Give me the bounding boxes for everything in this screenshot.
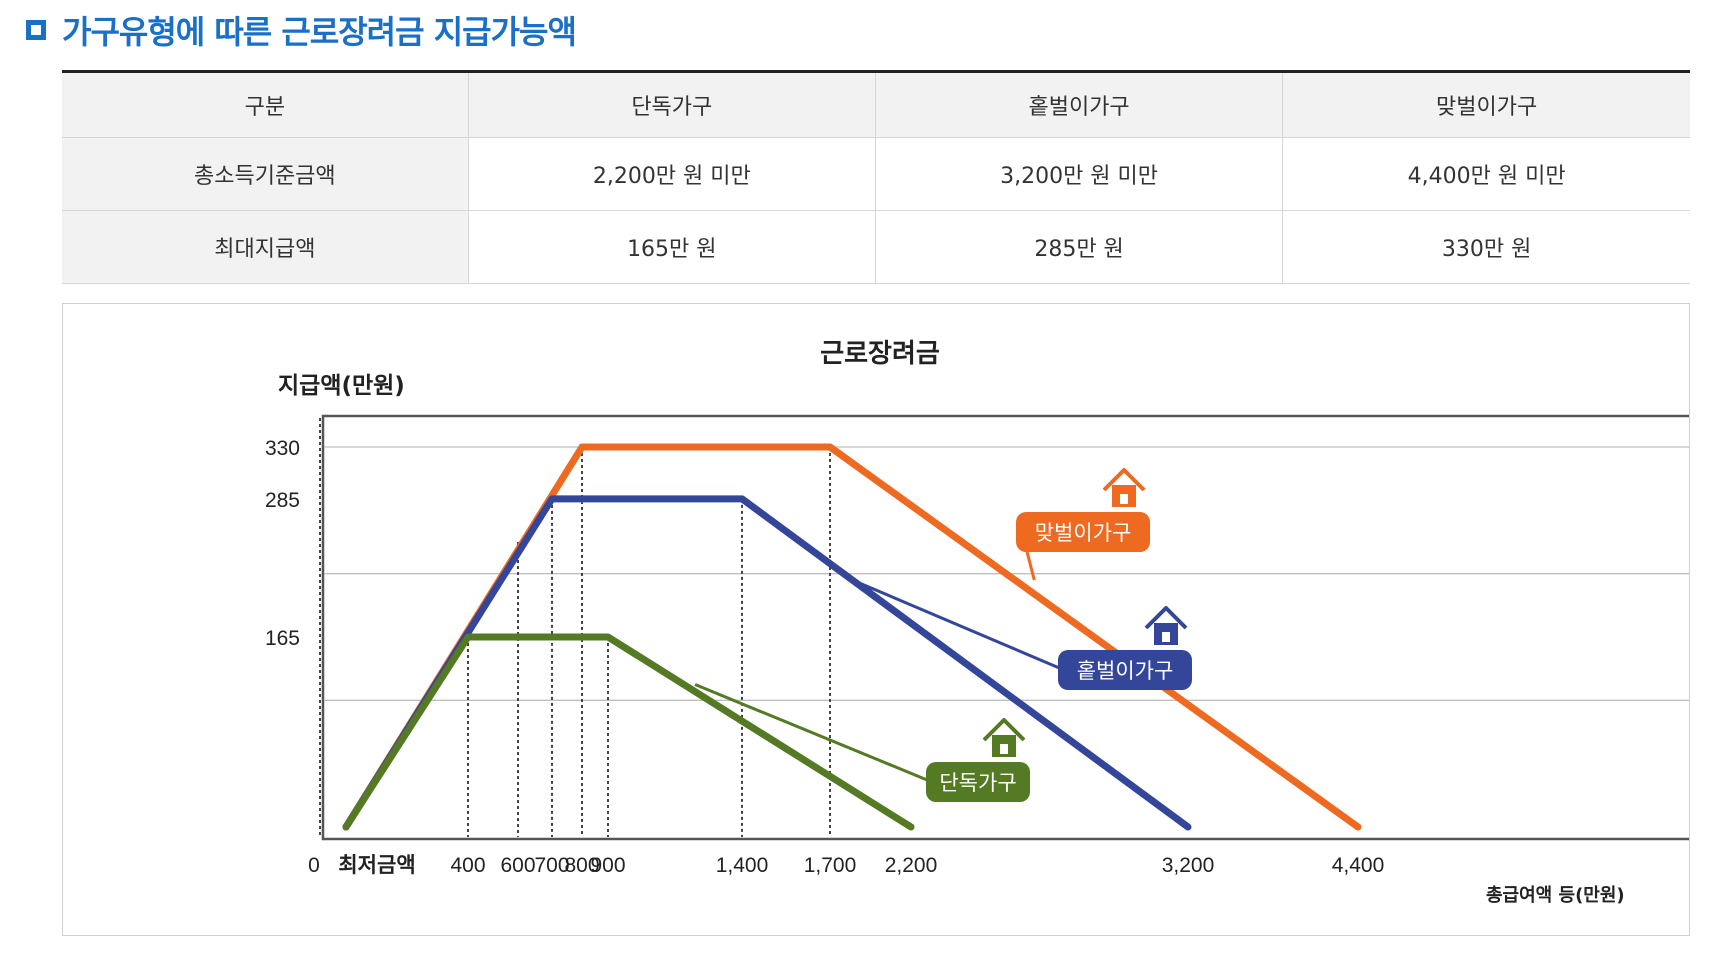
x-tick-label: 900 xyxy=(590,854,625,877)
x-tick-label: 600 xyxy=(500,854,535,877)
house-icon xyxy=(1144,606,1188,645)
table-cell: 2,200만 원 미만 xyxy=(467,137,876,211)
x-tick-label: 4,400 xyxy=(1332,854,1385,877)
table-cell: 3,200만 원 미만 xyxy=(874,137,1283,211)
series-label-text: 맞벌이가구 xyxy=(1035,521,1132,545)
x-tick-label: 800 xyxy=(564,854,599,877)
house-icon xyxy=(982,718,1026,757)
series-label-text: 홑벌이가구 xyxy=(1077,659,1174,683)
chart-title: 근로장려금 xyxy=(820,339,940,369)
y-tick-label: 165 xyxy=(265,627,300,650)
series-line xyxy=(342,633,915,831)
x-min-label: 최저금액 xyxy=(338,853,415,877)
house-door xyxy=(1000,744,1008,754)
house-door xyxy=(1162,632,1170,642)
chart-container: 근로장려금 지급액(만원) 165 285 330 400 600 700 800 900 1… xyxy=(62,303,1690,936)
row-header: 총소득기준금액 xyxy=(62,137,469,211)
table-row: 총소득기준금액 2,200만 원 미만 3,200만 원 미만 4,400만 원… xyxy=(62,137,1690,211)
table-cell: 330만 원 xyxy=(1282,210,1690,284)
table-cell: 4,400만 원 미만 xyxy=(1282,137,1690,211)
series-label-badge xyxy=(1058,650,1192,690)
x-tick-label: 2,200 xyxy=(885,854,938,877)
section-title: 가구유형에 따른 근로장려금 지급가능액 xyxy=(62,13,577,51)
column-header: 단독가구 xyxy=(467,71,876,138)
y-tick-label: 285 xyxy=(265,489,300,512)
x-tick-label: 400 xyxy=(450,854,485,877)
series-lines xyxy=(342,443,1362,831)
house-icon xyxy=(1102,468,1146,507)
x-tick-label: 1,700 xyxy=(804,854,857,877)
series-label-connector xyxy=(694,683,933,784)
summary-table: 구분 단독가구 홑벌이가구 맞벌이가구 총소득기준금액 2,200만 원 미만 … xyxy=(62,70,1690,284)
square-bullet-icon xyxy=(26,20,46,40)
column-header: 홑벌이가구 xyxy=(874,71,1283,138)
section-header: 가구유형에 따른 근로장려금 지급가능액 xyxy=(26,8,577,52)
guide-lines xyxy=(467,447,831,837)
y-axis-label: 지급액(만원) xyxy=(278,373,405,399)
table-row: 최대지급액 165만 원 285만 원 330만 원 xyxy=(62,210,1690,284)
x-tick-label: 3,200 xyxy=(1162,854,1215,877)
house-roof xyxy=(1144,606,1188,630)
x-tick-label: 1,400 xyxy=(716,854,769,877)
table-cell: 165만 원 xyxy=(467,210,876,284)
column-header: 구분 xyxy=(62,71,469,138)
y-tick-label: 330 xyxy=(265,437,300,460)
x-tick-label: 700 xyxy=(534,854,569,877)
x-origin-label: 0 xyxy=(308,854,320,877)
y-tick-labels: 165 285 330 xyxy=(265,437,300,650)
table-header-row: 구분 단독가구 홑벌이가구 맞벌이가구 xyxy=(62,71,1690,138)
row-header: 최대지급액 xyxy=(62,210,469,284)
table-cell: 285만 원 xyxy=(874,210,1283,284)
x-axis-label: 총급여액 등(만원) xyxy=(1486,885,1625,906)
gridlines xyxy=(319,418,1689,837)
series-label-text: 단독가구 xyxy=(939,771,1016,795)
house-door xyxy=(1120,494,1128,504)
house-roof xyxy=(1102,468,1146,492)
series-label-badge xyxy=(926,762,1030,802)
series-label-connector xyxy=(853,579,1065,672)
series-label-badge xyxy=(1016,512,1150,552)
house-roof xyxy=(982,718,1026,742)
column-header: 맞벌이가구 xyxy=(1282,71,1690,138)
